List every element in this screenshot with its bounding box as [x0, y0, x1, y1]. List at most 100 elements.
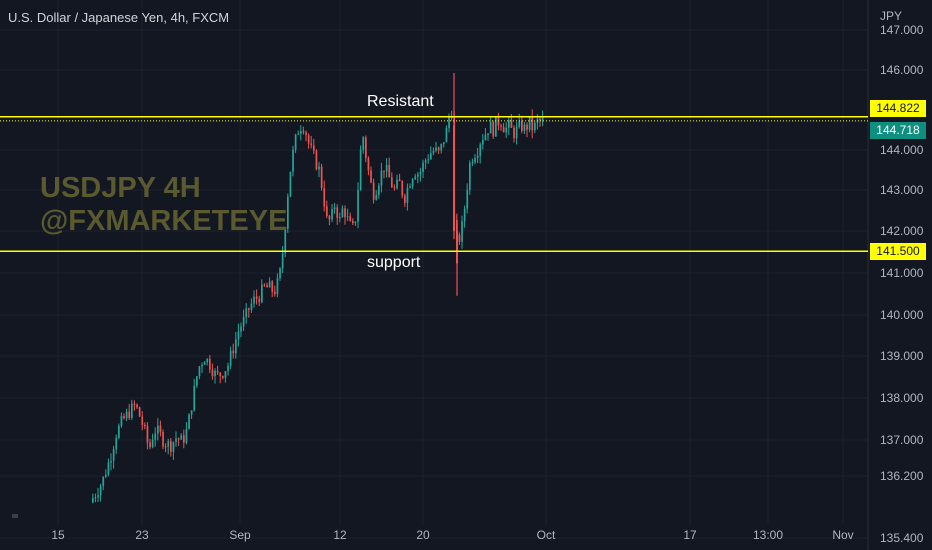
candle-body	[188, 414, 190, 430]
candle-body	[435, 147, 437, 151]
candle-body	[370, 170, 372, 183]
current-price-tag: 144.718	[870, 121, 926, 139]
candle-body	[255, 296, 258, 299]
candle-body	[417, 174, 419, 177]
time-axis[interactable]: 15 23 Sep 12 20 Oct 17 13:00 Nov	[51, 528, 853, 542]
candle-body	[294, 134, 297, 150]
candle-body	[495, 117, 497, 137]
candle-body	[115, 437, 118, 450]
candle-body	[227, 365, 229, 372]
candle-body	[427, 159, 430, 161]
annotation-support: support	[367, 254, 421, 271]
candle-body	[323, 188, 326, 207]
candle-body	[107, 462, 110, 475]
candle-body	[196, 376, 198, 386]
y-tick-label: 135.400	[880, 531, 924, 545]
watermark-line1: USDJPY 4H	[40, 172, 201, 204]
candle-body	[159, 425, 162, 432]
candle-body	[510, 119, 513, 128]
candle-body	[297, 133, 300, 135]
candle-body	[482, 139, 484, 145]
candle-body	[292, 149, 294, 172]
candle-body	[354, 221, 357, 224]
candle-body	[531, 116, 534, 131]
candle-body	[414, 176, 417, 180]
candle-body	[201, 364, 203, 367]
y-tick-label: 136.200	[880, 469, 924, 483]
candle-body	[289, 171, 292, 197]
candle-body	[422, 162, 424, 172]
candle-body	[248, 308, 250, 310]
candle-body	[149, 442, 151, 448]
candle-body	[250, 303, 253, 310]
candle-body	[365, 137, 367, 158]
candle-body	[396, 179, 398, 189]
candle-body	[310, 143, 313, 146]
candle-body	[513, 127, 515, 139]
candle-body	[492, 121, 495, 137]
candle-body	[411, 179, 414, 187]
price-axis[interactable]: 135.400 136.200 137.000 138.000 139.000 140.0…	[880, 23, 924, 545]
candle-body	[528, 116, 531, 130]
annotation-resistant: Resistant	[367, 93, 434, 110]
candle-body	[136, 404, 138, 408]
candle-body	[534, 122, 536, 131]
candle-body	[162, 431, 164, 447]
candle-body	[352, 220, 354, 224]
x-tick-label: Sep	[229, 528, 251, 542]
candle-body	[541, 117, 544, 121]
candle-body	[523, 124, 526, 131]
watermark: USDJPY 4H @FXMARKETEYE	[40, 172, 287, 238]
candle-body	[235, 339, 237, 354]
candle-body	[489, 121, 492, 134]
candle-body	[341, 208, 344, 218]
candle-body	[333, 207, 336, 210]
candle-body	[391, 177, 393, 188]
candle-body	[138, 407, 141, 417]
candle-body	[240, 326, 242, 332]
candles	[92, 73, 544, 504]
candle-body	[404, 195, 406, 203]
candle-body	[526, 124, 528, 130]
candle-body	[237, 331, 240, 340]
candle-body	[185, 429, 188, 443]
candle-body	[331, 209, 333, 220]
candle-body	[118, 425, 120, 438]
candle-body	[203, 362, 206, 365]
candle-body	[281, 253, 284, 269]
scroll-marker	[12, 514, 18, 518]
candle-body	[268, 281, 271, 288]
candle-body	[349, 216, 352, 221]
candle-body	[99, 486, 102, 496]
candle-body	[307, 135, 310, 144]
candle-body	[146, 425, 149, 443]
x-tick-label: 13:00	[753, 528, 783, 542]
y-tick-label: 140.000	[880, 308, 924, 322]
candle-body	[172, 442, 175, 452]
candle-body	[328, 215, 331, 220]
candle-body	[430, 153, 432, 160]
x-tick-label: 15	[51, 528, 65, 542]
candle-body	[125, 411, 128, 419]
y-tick-label: 139.000	[880, 349, 924, 363]
candle-body	[385, 165, 388, 172]
candle-body	[336, 207, 339, 219]
candle-body	[458, 234, 461, 242]
symbol-title[interactable]: U.S. Dollar / Japanese Yen, 4h, FXCM	[8, 10, 230, 25]
candle-body	[406, 187, 409, 203]
candle-body	[131, 403, 133, 419]
candle-body	[232, 350, 235, 354]
candle-body	[500, 125, 502, 128]
y-tick-label: 143.000	[880, 183, 924, 197]
candle-body	[151, 439, 154, 448]
candle-body	[383, 170, 385, 172]
candle-body	[222, 376, 224, 378]
candle-body	[198, 366, 201, 377]
candle-body	[224, 371, 227, 378]
candle-body	[123, 416, 125, 419]
candle-body	[339, 217, 341, 219]
resistance-price-tag: 144.822	[870, 99, 926, 117]
candle-body	[508, 119, 510, 128]
